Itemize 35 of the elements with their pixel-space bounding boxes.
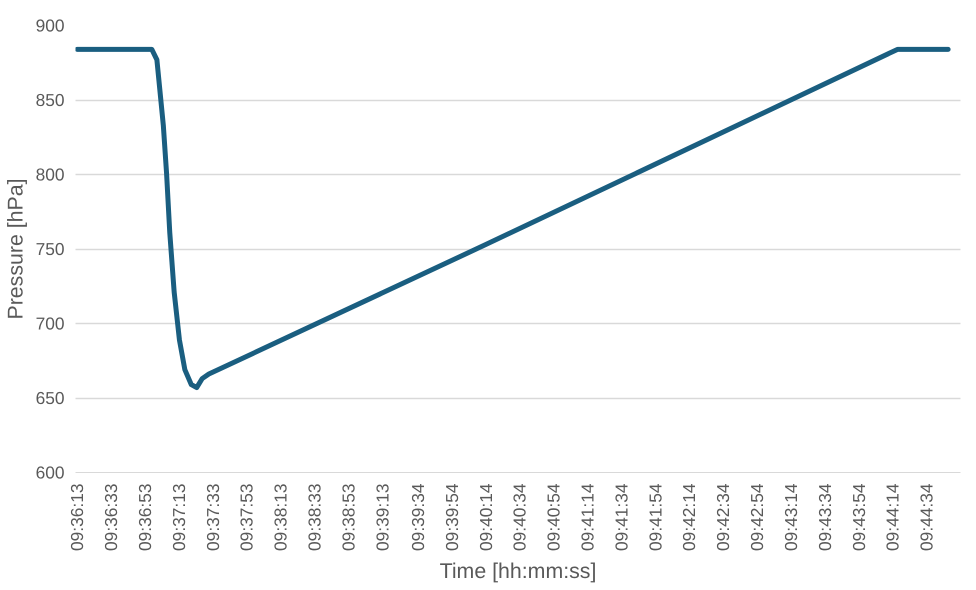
x-tick-label: 09:37:13 [168, 484, 189, 551]
x-tick-label: 09:39:34 [408, 483, 428, 551]
y-tick-label: 600 [36, 462, 65, 482]
y-tick-label: 700 [36, 314, 65, 334]
x-axis-title: Time [hh:mm:ss] [440, 558, 596, 583]
x-tick-label: 09:43:34 [814, 483, 835, 551]
x-tick-label: 09:36:53 [135, 484, 156, 551]
x-tick-label: 09:40:54 [544, 483, 564, 551]
x-tick-label: 09:43:14 [780, 483, 801, 551]
y-tick-label: 900 [36, 16, 65, 36]
y-tick-label: 650 [36, 388, 65, 408]
x-tick-label: 09:41:34 [611, 483, 632, 551]
y-tick-label: 750 [36, 239, 65, 259]
x-tick-label: 09:42:14 [679, 483, 700, 551]
x-tick-label: 09:37:33 [202, 484, 223, 551]
x-tick-label: 09:41:14 [578, 483, 598, 551]
x-tick-label: 09:39:13 [372, 484, 392, 551]
x-tick-label: 09:44:14 [882, 483, 903, 551]
x-tick-label: 09:38:13 [270, 484, 291, 551]
x-tick-label: 09:40:34 [510, 483, 530, 551]
x-tick-label: 09:37:53 [236, 484, 257, 551]
x-tick-label: 09:38:33 [304, 484, 325, 551]
x-tick-label: 09:43:54 [848, 483, 869, 551]
x-tick-label: 09:36:13 [67, 484, 88, 551]
x-tick-label: 09:44:34 [916, 483, 937, 551]
y-tick-label: 850 [36, 90, 65, 110]
x-tick-label: 09:38:53 [338, 484, 358, 551]
x-tick-label: 09:41:54 [645, 483, 666, 551]
x-tick-label: 09:42:34 [713, 483, 734, 551]
x-tick-label: 09:40:14 [476, 483, 496, 551]
x-tick-label: 09:39:54 [442, 483, 462, 551]
x-tick-label: 09:42:54 [747, 483, 768, 551]
y-axis-title: Pressure [hPa] [4, 178, 28, 320]
y-tick-label: 800 [36, 164, 65, 184]
x-tick-label: 09:36:33 [101, 484, 122, 551]
